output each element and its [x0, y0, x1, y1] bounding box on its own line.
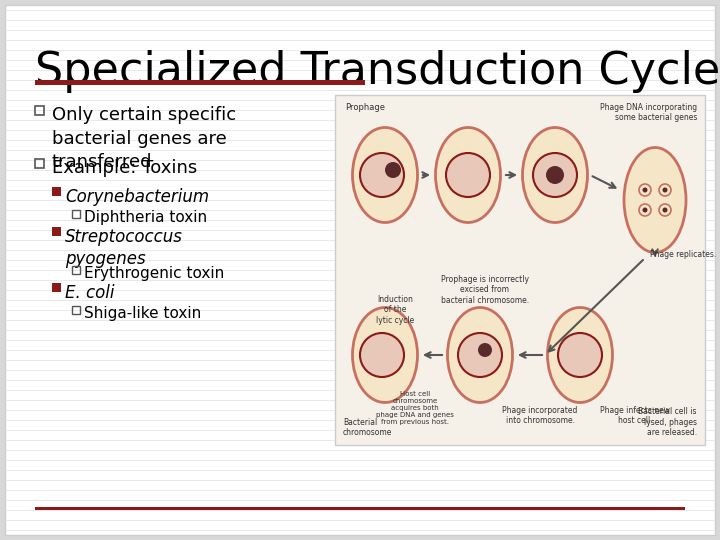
Circle shape: [360, 153, 404, 197]
Circle shape: [385, 162, 401, 178]
Ellipse shape: [523, 127, 588, 222]
Circle shape: [642, 207, 647, 213]
Circle shape: [558, 333, 602, 377]
Bar: [72, 210, 80, 218]
Circle shape: [659, 204, 671, 216]
Text: Phage replicates.: Phage replicates.: [650, 250, 716, 259]
Circle shape: [639, 204, 651, 216]
Circle shape: [662, 207, 667, 213]
Circle shape: [642, 187, 647, 192]
Bar: [335, 95, 705, 445]
Circle shape: [458, 333, 502, 377]
Circle shape: [659, 184, 671, 196]
Circle shape: [533, 153, 577, 197]
Bar: [72, 306, 80, 314]
Text: Streptococcus
pyogenes: Streptococcus pyogenes: [65, 228, 183, 268]
FancyBboxPatch shape: [5, 5, 715, 535]
Bar: [35, 159, 44, 168]
Circle shape: [546, 166, 564, 184]
Bar: [52, 227, 61, 236]
Bar: [35, 507, 685, 510]
Text: Phage incorporated
into chromosome.: Phage incorporated into chromosome.: [503, 406, 577, 425]
Circle shape: [639, 184, 651, 196]
Ellipse shape: [353, 127, 418, 222]
Circle shape: [446, 153, 490, 197]
Circle shape: [662, 187, 667, 192]
Text: E. coli: E. coli: [65, 284, 114, 302]
Text: Host cell
chromosome
acquires both
phage DNA and genes
from previous host.: Host cell chromosome acquires both phage…: [376, 391, 454, 425]
Bar: [72, 266, 80, 274]
Text: Bacterial cell is
lysed, phages
are released.: Bacterial cell is lysed, phages are rele…: [639, 407, 697, 437]
Text: Phage DNA incorporating
some bacterial genes: Phage DNA incorporating some bacterial g…: [600, 103, 697, 123]
Bar: [52, 187, 61, 196]
Text: Prophage: Prophage: [345, 103, 385, 112]
Text: Induction
of the
lytic cycle: Induction of the lytic cycle: [376, 295, 414, 325]
Circle shape: [360, 333, 404, 377]
Ellipse shape: [353, 307, 418, 402]
Bar: [35, 80, 365, 85]
Circle shape: [478, 343, 492, 357]
Text: Phage infects new
host cell.: Phage infects new host cell.: [600, 406, 670, 425]
Text: Specialized Transduction Cycle: Specialized Transduction Cycle: [35, 50, 720, 93]
Text: Prophage is incorrectly
excised from
bacterial chromosome.: Prophage is incorrectly excised from bac…: [441, 275, 529, 305]
Ellipse shape: [624, 147, 686, 253]
Text: Diphtheria toxin: Diphtheria toxin: [84, 210, 207, 225]
Text: Corynebacterium: Corynebacterium: [65, 188, 209, 206]
Text: Shiga-like toxin: Shiga-like toxin: [84, 306, 202, 321]
Text: Erythrogenic toxin: Erythrogenic toxin: [84, 266, 224, 281]
Text: Bacterial
chromosome: Bacterial chromosome: [343, 417, 392, 437]
Ellipse shape: [448, 307, 513, 402]
Ellipse shape: [547, 307, 613, 402]
Text: Only certain specific
bacterial genes are
transferred: Only certain specific bacterial genes ar…: [52, 106, 236, 171]
Bar: [35, 106, 44, 115]
Text: Example: Toxins: Example: Toxins: [52, 159, 197, 177]
Ellipse shape: [436, 127, 500, 222]
Bar: [52, 283, 61, 292]
